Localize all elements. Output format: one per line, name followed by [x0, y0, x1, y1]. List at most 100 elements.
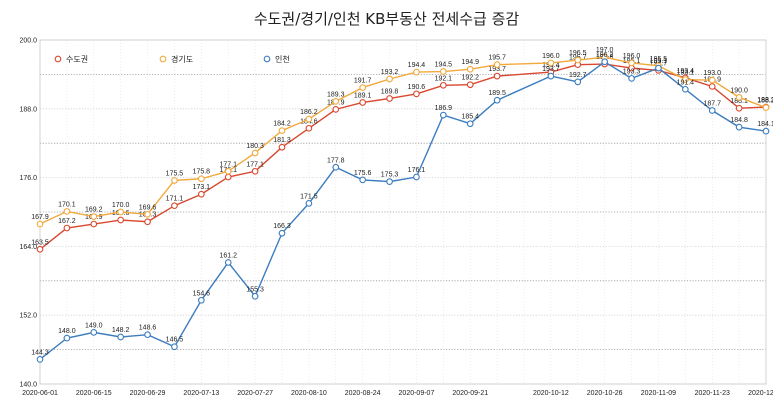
y-tick-label: 140.0	[19, 382, 37, 389]
data-label: 170.0	[112, 202, 130, 209]
data-label: 196.2	[596, 52, 614, 59]
data-point	[278, 127, 286, 134]
data-point	[63, 208, 71, 215]
data-label: 189.1	[354, 92, 372, 99]
data-label: 188.3	[757, 97, 773, 104]
data-label: 175.5	[166, 170, 184, 177]
data-label: 171.1	[166, 196, 184, 203]
data-label: 189.5	[488, 90, 506, 97]
data-point	[305, 124, 313, 132]
data-label: 161.2	[219, 252, 237, 259]
y-tick-label: 152.0	[19, 313, 37, 320]
data-label: 193.2	[381, 69, 399, 76]
data-point	[413, 173, 420, 181]
data-point	[493, 61, 501, 69]
data-label: 144.3	[31, 349, 49, 356]
data-point	[197, 296, 205, 304]
data-point	[171, 177, 178, 184]
data-label: 177.1	[246, 161, 264, 168]
data-label: 176.1	[408, 167, 426, 174]
data-point	[224, 167, 232, 175]
data-point	[547, 59, 555, 67]
data-point	[386, 75, 393, 83]
data-label: 196.0	[542, 53, 560, 60]
data-label: 173.1	[193, 184, 211, 191]
data-point	[117, 216, 125, 224]
data-point	[628, 59, 635, 67]
data-label: 194.9	[461, 59, 479, 66]
legend-marker	[263, 55, 271, 63]
data-point	[601, 58, 609, 66]
data-point	[171, 202, 178, 210]
data-label: 149.0	[85, 322, 103, 329]
data-point	[359, 99, 367, 106]
data-label: 191.7	[354, 78, 372, 85]
x-tick-label: 2020-11-23	[695, 390, 730, 397]
data-point	[574, 56, 582, 64]
x-tick-label: 2020-11-09	[641, 390, 676, 397]
data-label: 193.7	[488, 66, 506, 73]
data-point	[63, 334, 71, 342]
data-label: 184.8	[730, 117, 748, 124]
data-label: 192.7	[569, 72, 587, 79]
data-point	[574, 78, 582, 86]
data-point	[466, 65, 474, 73]
data-point	[359, 176, 367, 184]
data-label: 175.3	[381, 172, 399, 179]
x-tick-label: 2020-09-21	[452, 390, 488, 397]
data-label: 177.1	[219, 161, 237, 168]
data-point	[735, 93, 743, 101]
data-label: 186.2	[300, 109, 318, 116]
data-point	[439, 81, 447, 89]
data-point	[305, 115, 313, 123]
data-point	[439, 68, 447, 75]
data-label: 193.7	[542, 66, 560, 73]
data-point	[144, 210, 151, 218]
data-label: 194.5	[435, 62, 453, 69]
x-tick-label: 2020-07-13	[183, 390, 219, 397]
data-label: 193.4	[677, 68, 695, 75]
data-label: 188.2	[757, 98, 773, 105]
x-tick-label: 2020-08-24	[345, 390, 381, 397]
data-label: 155.3	[246, 286, 264, 293]
data-point	[332, 163, 340, 171]
x-tick-label: 2020-07-27	[237, 390, 273, 397]
data-point	[36, 355, 44, 363]
data-label: 175.6	[354, 170, 372, 177]
data-point	[493, 72, 501, 80]
data-point	[708, 107, 716, 114]
legend-label: 경기도	[171, 54, 193, 64]
data-label: 154.6	[193, 290, 211, 297]
data-point	[251, 167, 259, 175]
data-point	[762, 104, 770, 112]
data-point	[735, 104, 743, 112]
data-label: 169.6	[139, 204, 157, 211]
data-point	[359, 84, 367, 91]
data-point	[90, 213, 98, 220]
data-point	[681, 85, 689, 93]
data-label: 177.8	[327, 157, 345, 164]
data-point	[305, 200, 313, 207]
legend-label: 수도권	[66, 54, 88, 64]
data-point	[466, 120, 474, 128]
data-point	[413, 90, 420, 98]
data-label: 191.4	[677, 79, 695, 86]
data-point	[332, 97, 340, 105]
data-point	[278, 143, 286, 151]
y-tick-label: 176.0	[19, 175, 37, 182]
data-label: 189.8	[381, 88, 399, 95]
data-point	[90, 220, 98, 228]
x-tick-label: 2020-09-07	[399, 390, 435, 397]
data-point	[197, 190, 205, 198]
data-point	[117, 208, 125, 216]
data-label: 192.2	[461, 75, 479, 82]
data-label: 181.3	[273, 137, 291, 144]
data-label: 189.3	[327, 91, 345, 98]
data-label: 195.5	[650, 56, 668, 63]
data-point	[386, 178, 393, 185]
data-point	[439, 111, 447, 119]
data-point	[36, 245, 44, 253]
data-point	[708, 76, 716, 84]
data-label: 169.2	[85, 207, 103, 214]
data-point	[332, 106, 340, 113]
